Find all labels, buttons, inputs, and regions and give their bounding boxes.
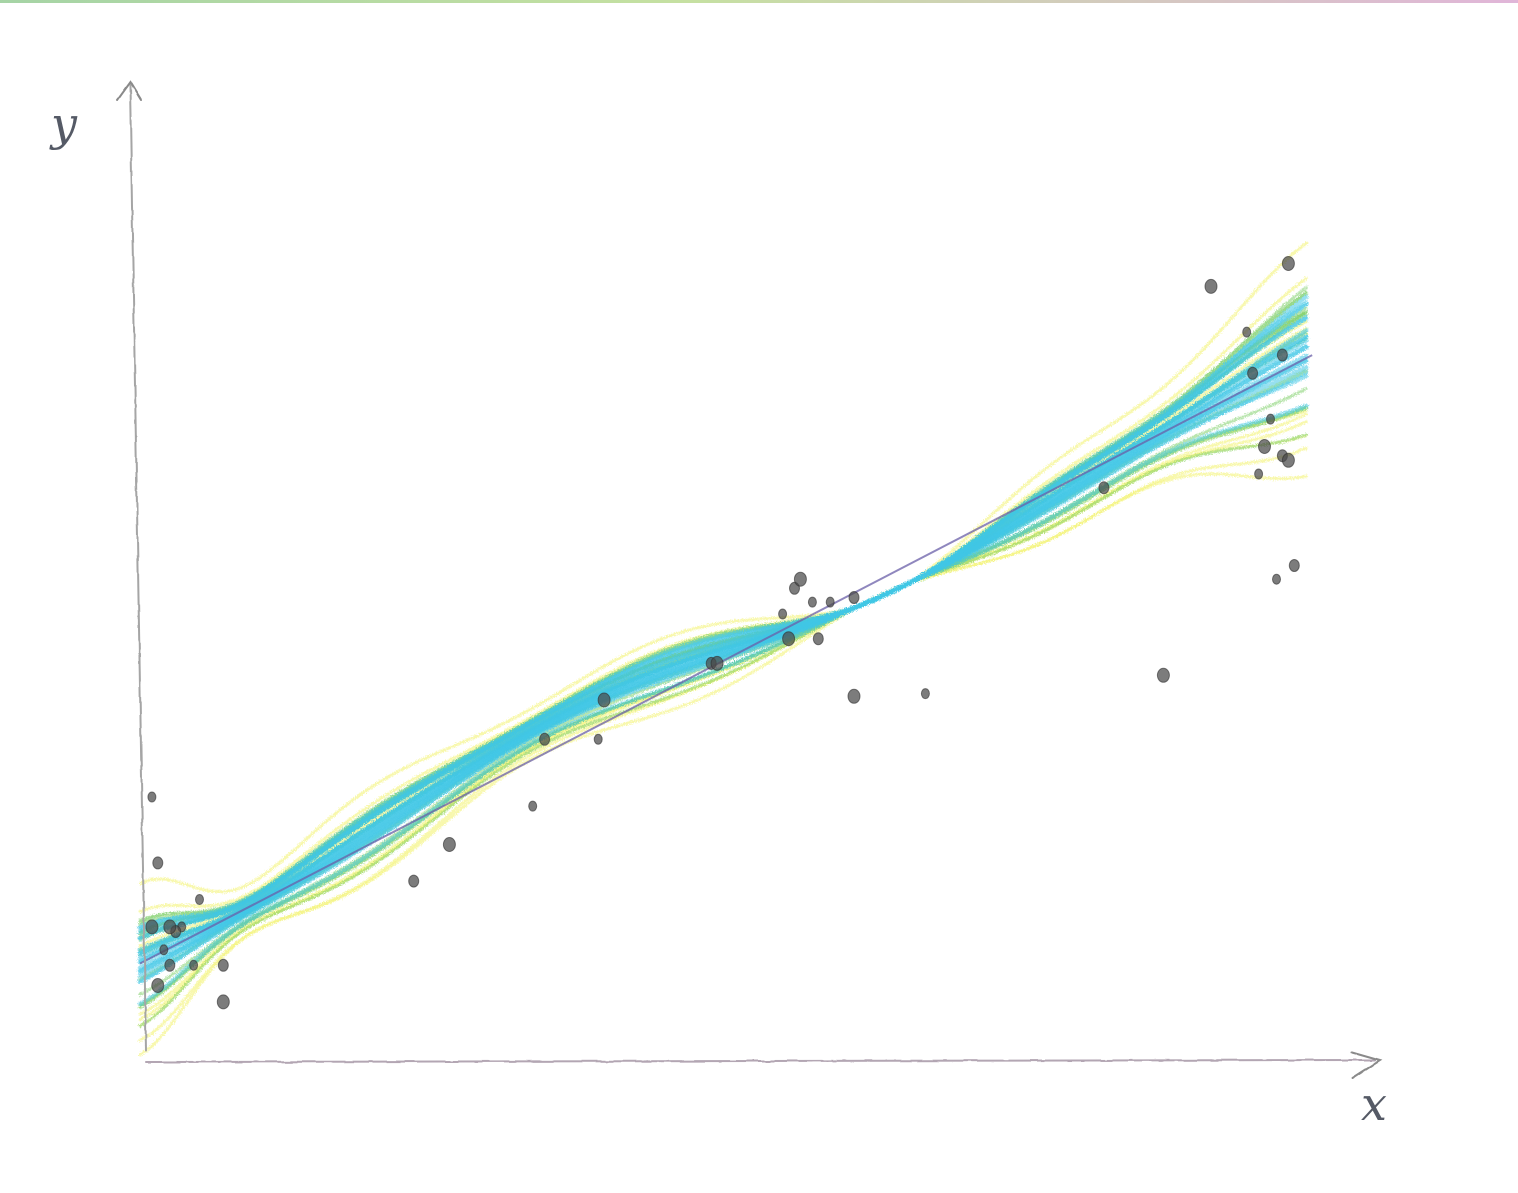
data-point <box>1272 573 1281 585</box>
regression-line <box>139 354 1313 965</box>
data-point <box>216 994 230 1010</box>
data-point <box>812 632 824 646</box>
band-mid-stroke <box>138 290 1308 926</box>
band-inner-stroke <box>137 403 1309 1007</box>
band-inner-stroke <box>137 301 1309 935</box>
top-edge-rule <box>0 0 1518 3</box>
band-outer-stroke <box>138 276 1308 914</box>
band-outer-stroke <box>138 472 1308 1057</box>
data-point <box>1281 452 1295 468</box>
x-axis-arrowhead <box>1351 1051 1383 1079</box>
axes-group <box>116 80 1383 1079</box>
band-mid-stroke <box>138 306 1308 934</box>
band-outer-stroke <box>138 241 1308 894</box>
data-point <box>147 791 157 803</box>
band-inner-stroke <box>137 338 1309 960</box>
band-mid-stroke <box>138 407 1308 1009</box>
regression-line-group <box>139 354 1313 965</box>
band-outer-stroke <box>138 446 1308 1042</box>
band-outer-stroke <box>138 420 1308 1022</box>
data-point <box>1204 278 1218 294</box>
data-point <box>408 874 420 888</box>
data-point <box>163 919 177 935</box>
data-point <box>782 631 796 647</box>
band-mid-stroke <box>138 433 1308 1028</box>
uncertainty-band-group <box>137 241 1309 1057</box>
data-point <box>189 959 199 971</box>
data-point <box>1098 481 1110 495</box>
x-axis <box>145 1059 1376 1063</box>
band-mid-stroke <box>138 312 1308 940</box>
band-mid-stroke <box>138 285 1308 922</box>
data-point-group <box>145 256 1300 1010</box>
data-point <box>1258 439 1271 454</box>
data-point <box>807 596 817 608</box>
band-inner-stroke <box>137 300 1309 931</box>
data-point <box>1247 366 1259 380</box>
band-outer-stroke <box>138 434 1308 1028</box>
band-inner-stroke <box>137 373 1309 985</box>
y-axis-label: y <box>49 97 78 151</box>
data-point <box>848 591 860 604</box>
data-point <box>145 919 159 935</box>
data-point <box>195 894 204 905</box>
x-axis-label: x <box>1361 1077 1387 1131</box>
data-point <box>1242 326 1252 338</box>
y-axis <box>129 84 147 1051</box>
data-point <box>710 655 724 671</box>
data-point <box>778 608 788 620</box>
data-point <box>528 800 538 812</box>
data-point <box>593 733 603 745</box>
band-outer-stroke <box>138 406 1308 1008</box>
data-point <box>920 688 930 700</box>
data-point <box>1288 559 1300 572</box>
data-point <box>539 732 551 746</box>
band-inner-stroke <box>137 315 1309 942</box>
data-point <box>597 692 611 708</box>
data-point <box>793 571 807 587</box>
band-outer-stroke <box>138 412 1308 1016</box>
data-point <box>1266 413 1275 425</box>
band-inner-stroke <box>137 357 1309 974</box>
y-axis-arrowhead <box>116 80 142 101</box>
data-point <box>217 958 229 972</box>
data-point <box>164 958 176 972</box>
data-point <box>1156 667 1170 683</box>
data-point <box>151 978 165 993</box>
data-point <box>1276 348 1288 362</box>
data-point <box>152 856 164 870</box>
data-point <box>1281 256 1295 271</box>
data-point <box>825 596 835 608</box>
data-point <box>1254 468 1264 480</box>
data-point <box>442 837 456 852</box>
band-mid-stroke <box>138 291 1308 924</box>
band-outer-stroke <box>138 409 1308 1008</box>
data-point <box>847 688 861 704</box>
data-point <box>159 944 169 956</box>
